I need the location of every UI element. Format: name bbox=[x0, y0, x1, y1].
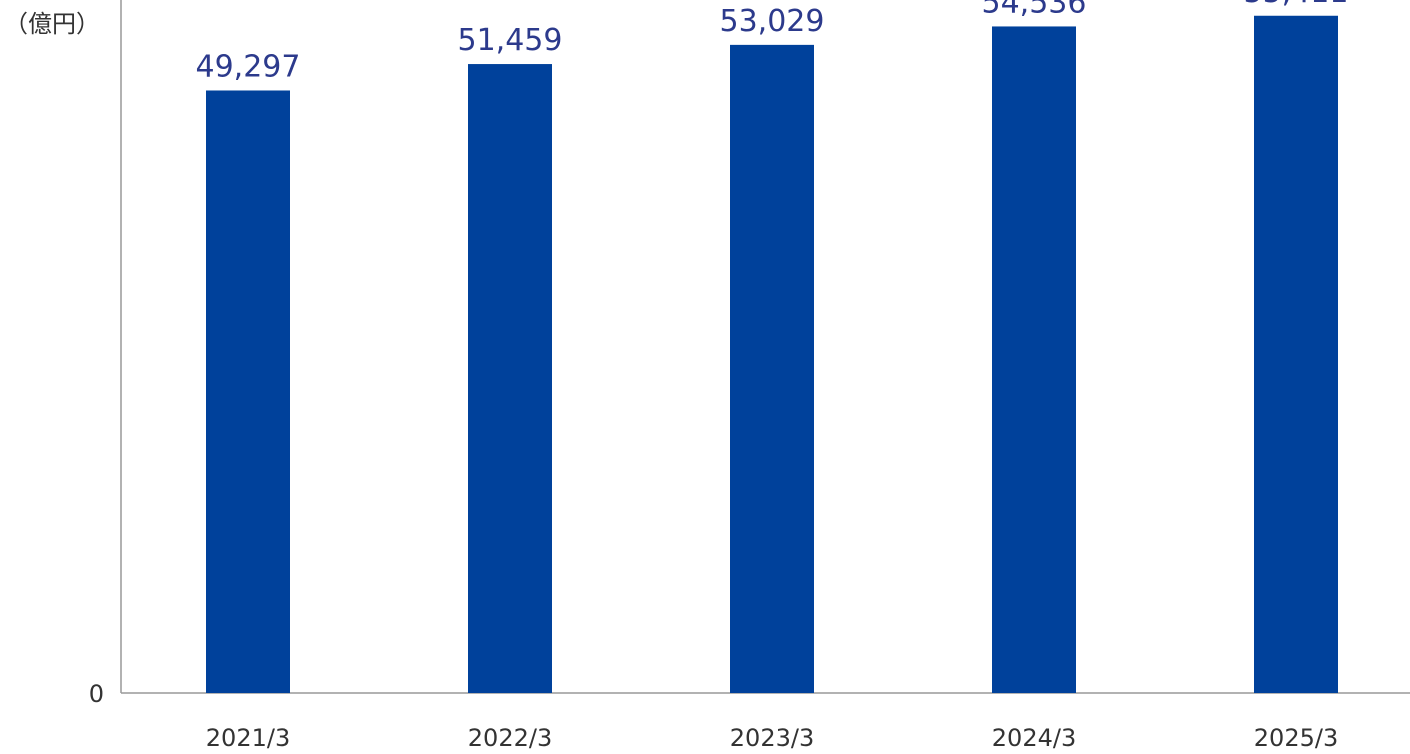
x-tick-label-2025/3: 2025/3 bbox=[1254, 724, 1338, 752]
bar-2021/3 bbox=[206, 90, 290, 694]
value-label-2022/3: 51,459 bbox=[458, 23, 563, 58]
bar-2024/3 bbox=[992, 26, 1076, 693]
value-label-2025/3: 55,411 bbox=[1244, 0, 1349, 10]
bar-2025/3 bbox=[1254, 15, 1338, 693]
x-tick-label-2021/3: 2021/3 bbox=[206, 724, 290, 752]
bar-2023/3 bbox=[730, 44, 814, 693]
value-label-2021/3: 49,297 bbox=[196, 49, 301, 84]
x-tick-label-2022/3: 2022/3 bbox=[468, 724, 552, 752]
bar-2022/3 bbox=[468, 64, 552, 694]
y-tick-label-zero: 0 bbox=[89, 680, 104, 708]
x-tick-label-2024/3: 2024/3 bbox=[992, 724, 1076, 752]
value-label-2024/3: 54,536 bbox=[982, 0, 1087, 20]
value-label-2023/3: 53,029 bbox=[720, 4, 825, 39]
bars-group: 49,297 2021/3 51,459 2022/3 53,029 2023/3 54,5… bbox=[196, 0, 1349, 752]
y-axis-unit-label: （億円） bbox=[4, 10, 100, 38]
x-tick-label-2023/3: 2023/3 bbox=[730, 724, 814, 752]
